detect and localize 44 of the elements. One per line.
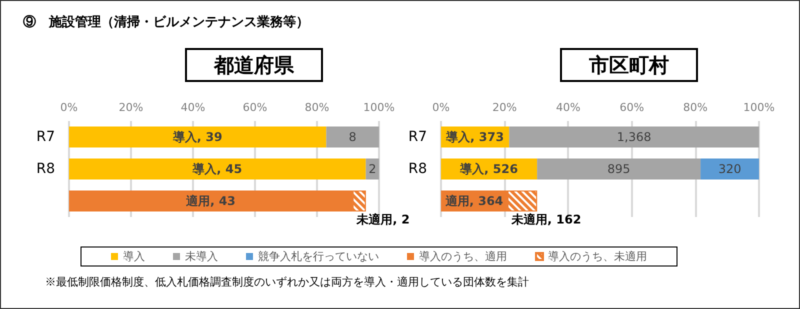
data-label: 適用, 43	[185, 194, 236, 208]
data-label: 導入, 45	[192, 162, 242, 176]
y-tick-label: R7	[36, 129, 55, 145]
legend-label: 競争入札を行っていない	[258, 250, 379, 263]
x2-tick-label: 60%	[242, 101, 268, 114]
data-label: 導入, 373	[445, 130, 504, 144]
y-tick-label: R7	[408, 129, 427, 145]
data-label: 未適用, 2	[356, 212, 410, 226]
x2-tick-label: 100%	[743, 101, 775, 114]
x2-tick-label: 60%	[620, 101, 644, 114]
data-label: 895	[607, 162, 630, 176]
y-tick-label: R8	[36, 161, 55, 177]
x2-tick-label: 80%	[683, 101, 708, 114]
x2-tick-label: 40%	[556, 101, 580, 114]
chart-title: 都道府県	[213, 53, 295, 77]
bar	[700, 158, 759, 180]
data-label: 適用, 364	[444, 194, 504, 208]
x2-tick-label: 40%	[180, 101, 206, 114]
x2-tick-label: 0%	[432, 101, 450, 114]
x2-tick-label: 20%	[492, 101, 517, 114]
data-label: 320	[718, 162, 742, 176]
data-label: 2	[368, 162, 376, 176]
text: ※最低制限価格制度、低入札価格調査制度のいずれか又は両方を導入・適用している団体数を集計	[45, 276, 529, 288]
data-label: 8	[348, 130, 356, 144]
x2-tick-label: 80%	[304, 101, 330, 114]
bar	[69, 126, 326, 148]
x2-tick-label: 100%	[363, 101, 395, 114]
bar	[326, 126, 379, 148]
legend-label: 導入	[123, 250, 145, 263]
x2-tick-label: 0%	[60, 101, 78, 114]
legend-label: 導入のうち、未適用	[548, 250, 647, 263]
legend-label: 導入のうち、適用	[419, 250, 507, 263]
data-label: 導入, 39	[172, 130, 222, 144]
x2-tick-label: 20%	[118, 101, 144, 114]
text: ⑨ 施設管理（清掃・ビルメンテナンス業務等）	[23, 14, 309, 29]
legend-label: 未導入	[185, 250, 218, 263]
data-label: 未適用, 162	[510, 212, 582, 226]
y-tick-label: R8	[408, 161, 427, 177]
bar	[509, 126, 759, 148]
chart-title: 市区町村	[588, 53, 669, 77]
data-label: 導入, 526	[459, 162, 518, 176]
data-label: 1,368	[616, 130, 652, 144]
bar	[69, 158, 366, 180]
bar	[537, 158, 701, 180]
